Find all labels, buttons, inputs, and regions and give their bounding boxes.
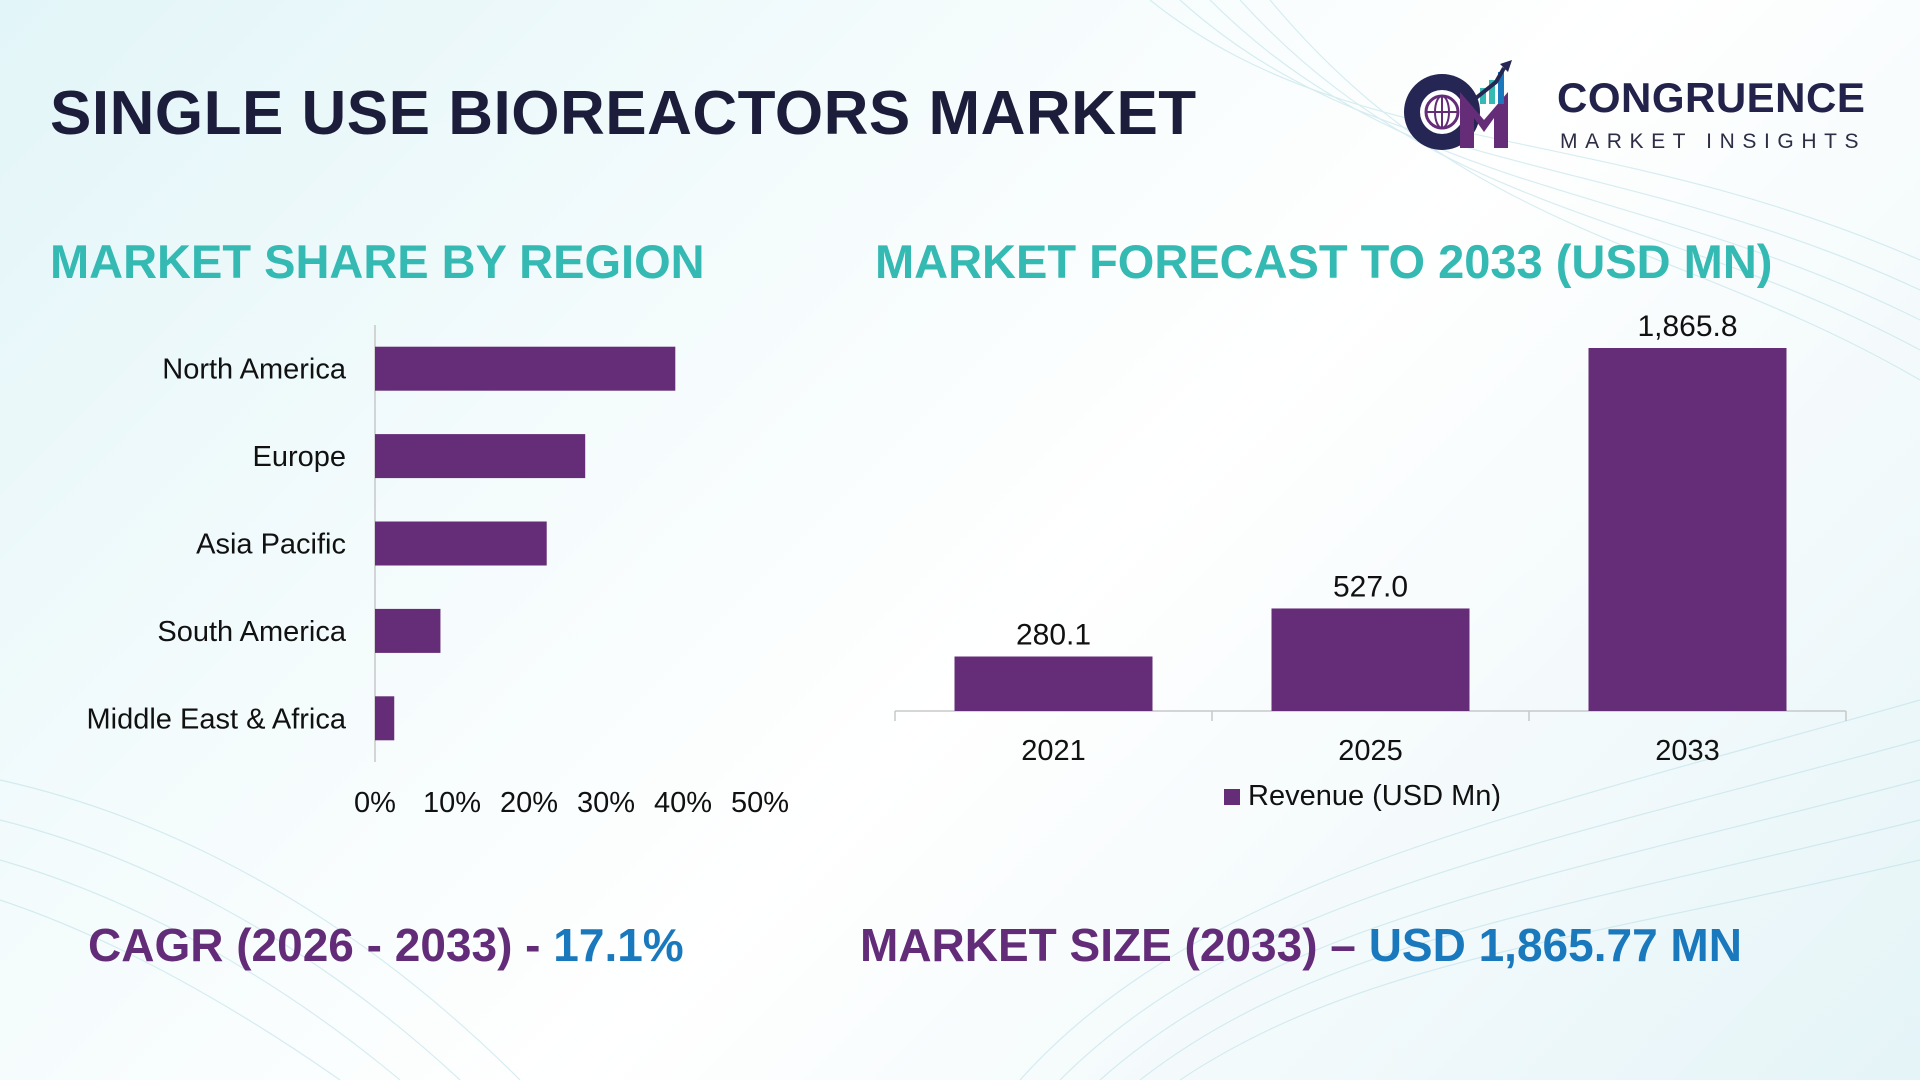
region-bar	[375, 434, 586, 479]
forecast-title: MARKET FORECAST TO 2033 (USD MN)	[875, 235, 1773, 288]
region-tick-label: 30%	[577, 787, 635, 819]
region-bar	[375, 696, 395, 741]
forecast-bar	[1271, 608, 1470, 711]
forecast-bar	[954, 656, 1153, 711]
page-title: SINGLE USE BIOREACTORS MARKET	[50, 79, 1197, 148]
region-tick-label: 50%	[731, 787, 789, 819]
market-size-label: MARKET SIZE (2033) –	[860, 919, 1369, 971]
forecast-legend: Revenue (USD Mn)	[1224, 780, 1501, 813]
brand-name: CONGRUENCE	[1557, 74, 1866, 121]
cagr-kpi: CAGR (2026 - 2033) - 17.1%	[88, 918, 684, 972]
region-category-label: Asia Pacific	[196, 529, 346, 561]
brand-logo: CONGRUENCE MARKET INSIGHTS	[1400, 52, 1880, 162]
region-category-label: Europe	[252, 441, 346, 473]
legend-label: Revenue (USD Mn)	[1248, 780, 1502, 812]
region-tick-label: 10%	[423, 787, 481, 819]
region-bar	[375, 521, 547, 566]
region-tick-label: 0%	[354, 787, 396, 819]
forecast-category-label: 2033	[1655, 735, 1720, 767]
region-category-label: North America	[162, 354, 347, 386]
cagr-value: 17.1%	[553, 919, 684, 971]
forecast-data-label: 280.1	[1016, 619, 1091, 652]
forecast-bar	[1588, 348, 1787, 711]
region-share-title: MARKET SHARE BY REGION	[50, 235, 705, 288]
cmi-logo-icon	[1404, 60, 1512, 150]
market-size-kpi: MARKET SIZE (2033) – USD 1,865.77 MN	[860, 918, 1742, 972]
brand-subtitle: MARKET INSIGHTS	[1560, 130, 1867, 153]
forecast-category-label: 2021	[1021, 735, 1086, 767]
region-bar	[375, 346, 676, 391]
market-size-value: USD 1,865.77 MN	[1368, 919, 1742, 971]
region-tick-label: 40%	[654, 787, 712, 819]
region-category-label: Middle East & Africa	[87, 703, 347, 735]
region-bar	[375, 608, 441, 653]
forecast-category-label: 2025	[1338, 735, 1403, 767]
cagr-label: CAGR (2026 - 2033) -	[88, 919, 554, 971]
region-tick-label: 20%	[500, 787, 558, 819]
region-category-label: South America	[157, 616, 346, 648]
forecast-data-label: 1,865.8	[1637, 310, 1737, 343]
forecast-data-label: 527.0	[1333, 570, 1408, 603]
legend-swatch	[1224, 788, 1240, 805]
